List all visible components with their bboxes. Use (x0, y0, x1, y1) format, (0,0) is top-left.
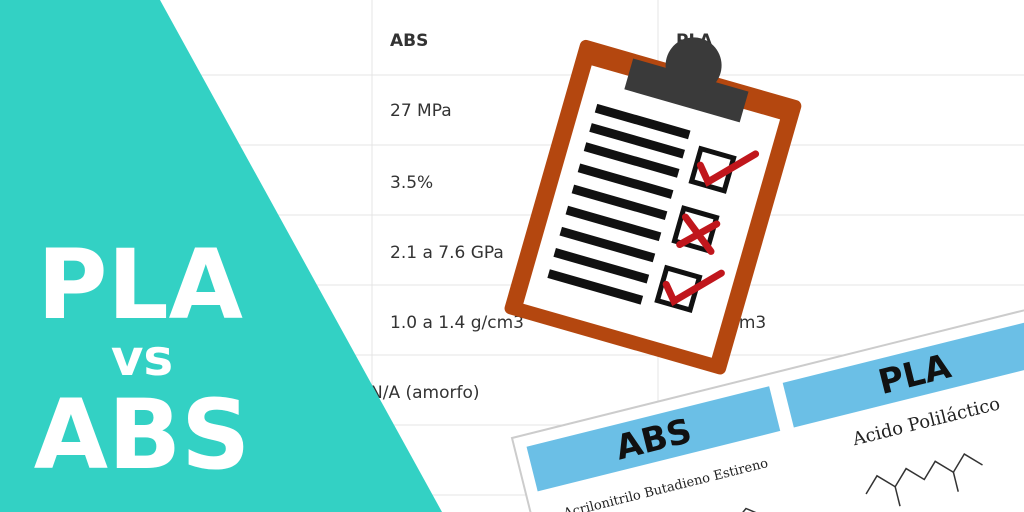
title-bottom: ABS (34, 379, 251, 491)
card-header (782, 319, 1024, 428)
table-cell: 1.0 a 1.4 g/cm3 (390, 313, 524, 333)
table-cell: 2.1 a 7.6 GPa (390, 243, 504, 263)
title-top: PLA (37, 229, 243, 341)
table-header: ABS (390, 31, 428, 51)
card: ABS PLA Acrilonitrilo Butadieno Estireno… (510, 291, 1024, 512)
checkmarks (662, 150, 760, 307)
card-bg (510, 291, 1024, 512)
table-cell: 27 MPa (390, 101, 452, 121)
table-cell: 3.5% (390, 173, 433, 193)
clipboard (504, 37, 802, 375)
checklist-lines (547, 103, 691, 305)
teal-triangle (0, 0, 442, 512)
table-cell: N/A (amorfo) (370, 383, 480, 403)
clipboard-clip (665, 37, 722, 94)
title-mid: vs (111, 329, 173, 387)
card-header (526, 386, 781, 492)
